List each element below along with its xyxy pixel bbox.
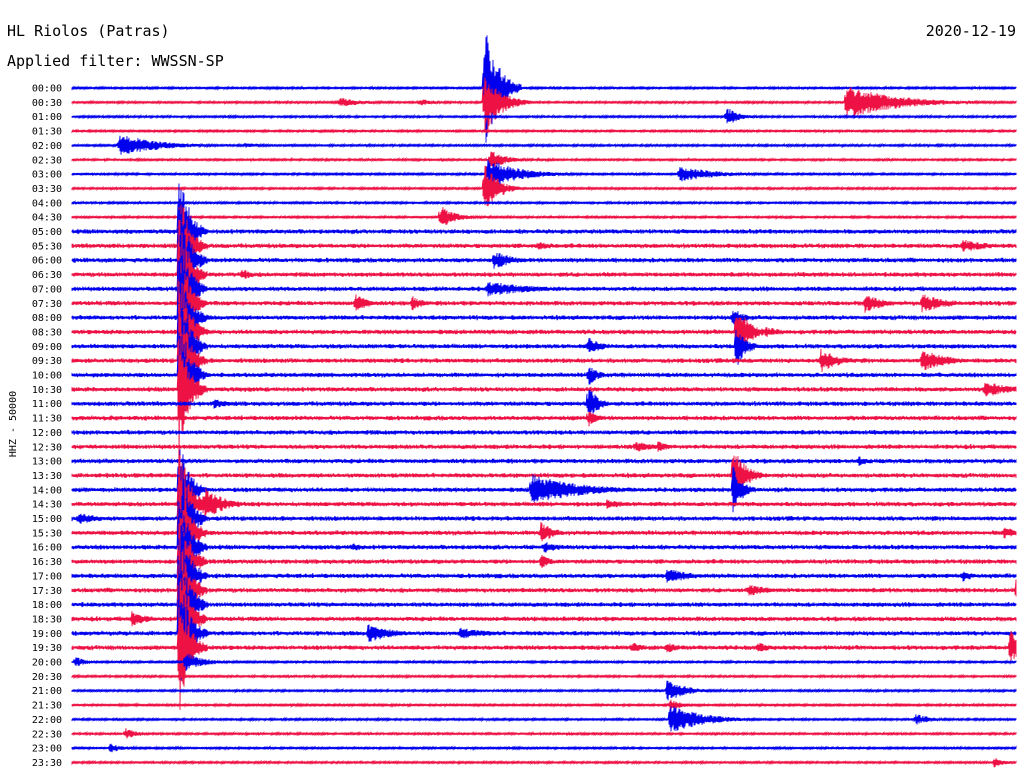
time-tick-labels: 00:00 00:30 01:00 01:30 02:00 02:30 03:00 03:30… [32, 84, 62, 769]
time-tick-label: 02:30 [32, 155, 62, 166]
time-tick-label: 12:00 [32, 428, 62, 439]
station-title: HL Riolos (Patras) [7, 22, 170, 40]
trace-line-1600 [71, 501, 1017, 615]
trace-line-1130 [71, 411, 1017, 427]
time-tick-label: 23:00 [32, 744, 62, 755]
trace-line-1700 [71, 525, 1017, 633]
time-tick-label: 09:30 [32, 356, 62, 367]
time-tick-label: 22:30 [32, 729, 62, 740]
time-tick-label: 20:30 [32, 672, 62, 683]
time-tick-label: 14:30 [32, 500, 62, 511]
filter-label: Applied filter: WWSSN-SP [7, 52, 224, 70]
time-tick-label: 10:30 [32, 385, 62, 396]
time-tick-label: 15:00 [32, 514, 62, 525]
time-tick-label: 11:30 [32, 414, 62, 425]
time-tick-label: 19:00 [32, 629, 62, 640]
time-tick-label: 17:30 [32, 586, 62, 597]
trace-group [71, 35, 1017, 768]
trace-line-1030 [71, 339, 1017, 456]
time-tick-label: 21:00 [32, 686, 62, 697]
time-tick-label: 23:30 [32, 758, 62, 769]
time-tick-label: 14:00 [32, 485, 62, 496]
time-tick-label: 04:30 [32, 213, 62, 224]
trace-line-0500 [71, 183, 1017, 296]
time-tick-label: 18:30 [32, 614, 62, 625]
time-tick-label: 08:30 [32, 327, 62, 338]
time-tick-label: 03:30 [32, 184, 62, 195]
trace-line-1800 [71, 551, 1017, 662]
trace-line-0630 [71, 219, 1017, 344]
time-tick-label: 22:00 [32, 715, 62, 726]
time-tick-label: 18:00 [32, 600, 62, 611]
trace-line-0930 [71, 303, 1017, 428]
trace-line-1730 [71, 538, 1017, 645]
time-tick-label: 00:30 [32, 98, 62, 109]
time-tick-label: 15:30 [32, 528, 62, 539]
time-tick-label: 06:30 [32, 270, 62, 281]
trace-line-1530 [71, 470, 1017, 591]
time-tick-label: 04:00 [32, 198, 62, 209]
time-tick-label: 19:30 [32, 643, 62, 654]
y-axis-label: HHZ - 50000 [8, 391, 19, 457]
time-tick-label: 13:00 [32, 457, 62, 468]
time-tick-label: 08:00 [32, 313, 62, 324]
time-tick-label: 05:00 [32, 227, 62, 238]
time-tick-label: 10:00 [32, 371, 62, 382]
time-tick-label: 06:00 [32, 256, 62, 267]
date-label: 2020-12-19 [926, 22, 1016, 40]
time-tick-label: 05:30 [32, 241, 62, 252]
trace-line-0430 [71, 207, 1017, 226]
time-tick-label: 01:00 [32, 112, 62, 123]
time-tick-label: 03:00 [32, 170, 62, 181]
time-tick-label: 02:00 [32, 141, 62, 152]
time-tick-label: 16:00 [32, 543, 62, 554]
time-tick-label: 09:00 [32, 342, 62, 353]
time-tick-label: 07:30 [32, 299, 62, 310]
time-tick-label: 20:00 [32, 658, 62, 669]
time-tick-label: 13:30 [32, 471, 62, 482]
trace-line-0030 [71, 77, 1017, 133]
time-tick-label: 07:00 [32, 284, 62, 295]
time-tick-label: 12:30 [32, 442, 62, 453]
time-tick-label: 11:00 [32, 399, 62, 410]
time-tick-label: 17:00 [32, 571, 62, 582]
trace-line-1930 [71, 607, 1017, 710]
time-tick-label: 21:30 [32, 701, 62, 712]
time-tick-label: 16:30 [32, 557, 62, 568]
time-tick-label: 00:00 [32, 84, 62, 95]
time-tick-label: 01:30 [32, 127, 62, 138]
